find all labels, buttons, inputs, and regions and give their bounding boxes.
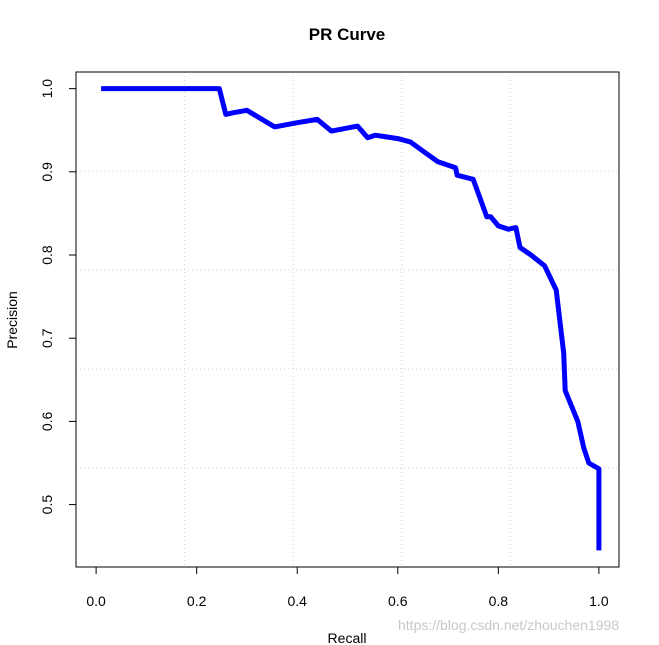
- watermark-text: https://blog.csdn.net/zhouchen1998: [398, 617, 620, 633]
- y-tick-label: 0.8: [39, 245, 55, 265]
- chart-title: PR Curve: [309, 25, 386, 44]
- y-tick-label: 1.0: [39, 79, 55, 99]
- x-tick-label: 0.2: [187, 593, 207, 609]
- x-axis-label: Recall: [328, 630, 367, 645]
- series-group: [101, 86, 602, 551]
- x-tick-label: 0.8: [489, 593, 509, 609]
- x-axis: 0.0 0.2 0.4 0.6 0.8 1.0: [86, 567, 609, 609]
- y-tick-label: 0.9: [39, 162, 55, 182]
- plot-frame: [75, 71, 620, 568]
- x-tick-label: 1.0: [589, 593, 609, 609]
- y-tick-label: 0.5: [39, 495, 55, 515]
- grid-lines: [76, 72, 619, 567]
- y-tick-label: 0.6: [39, 411, 55, 431]
- x-tick-label: 0.0: [86, 593, 106, 609]
- y-tick-label: 0.7: [39, 328, 55, 348]
- y-axis-label: Precision: [4, 291, 20, 349]
- x-tick-label: 0.6: [388, 593, 408, 609]
- x-tick-label: 0.4: [287, 593, 307, 609]
- y-axis: 0.5 0.6 0.7 0.8 0.9 1.0: [39, 79, 76, 515]
- pr-curve-line: [101, 86, 602, 551]
